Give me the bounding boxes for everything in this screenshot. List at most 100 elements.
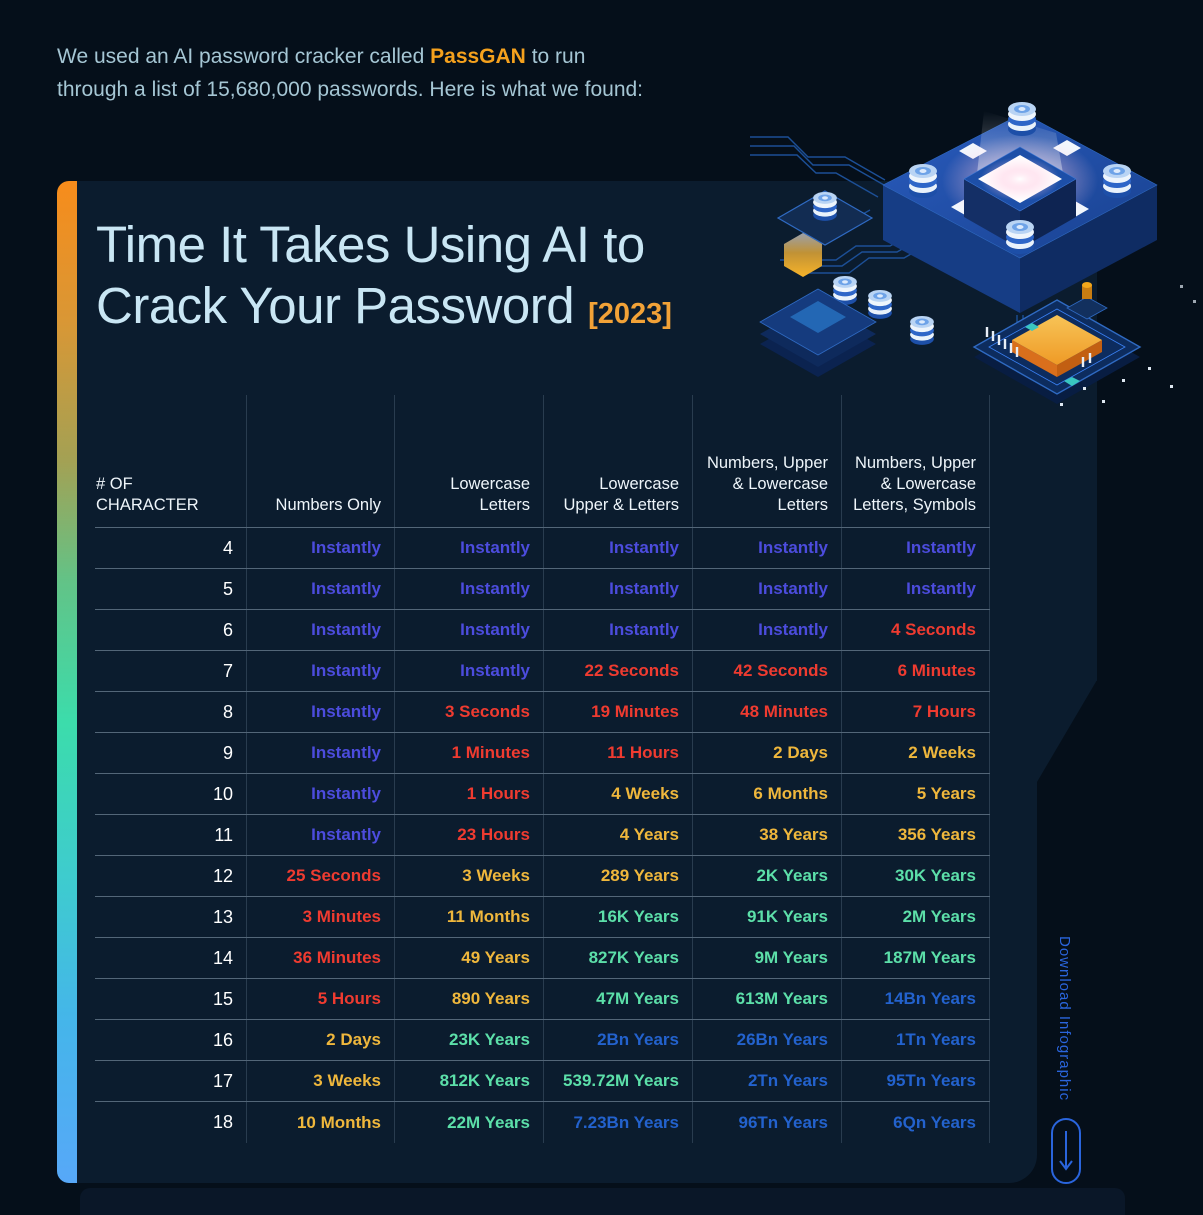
row-char-count: 17 (212, 1070, 233, 1091)
cell-value: 4 Weeks (543, 774, 692, 814)
cell-value: Instantly (394, 610, 543, 650)
cell-value: Instantly (692, 569, 841, 609)
cell-value: Instantly (246, 610, 394, 650)
cell-value: 2 Days (246, 1020, 394, 1060)
cell-value: Instantly (246, 528, 394, 568)
column-header-chars: # OF CHARACTER (96, 475, 199, 514)
cell-value: 26Bn Years (692, 1020, 841, 1060)
cell-value: 7 Hours (841, 692, 990, 732)
row-char-count: 7 (222, 660, 233, 681)
cell-value: 49 Years (394, 938, 543, 978)
cell-value: Instantly (246, 815, 394, 855)
column-header: Numbers, Upper & Lowercase Letters, Symb… (841, 395, 990, 527)
cell-value: Instantly (246, 569, 394, 609)
row-char-count: 11 (214, 824, 233, 845)
cell-value: 2 Days (692, 733, 841, 773)
dot-decorations (1060, 285, 1196, 406)
cell-value: 9M Years (692, 938, 841, 978)
cell-value: Instantly (394, 528, 543, 568)
cell-value: 2Bn Years (543, 1020, 692, 1060)
table-row: 15 5 Hours 890 Years 47M Years 613M Years 14B… (95, 979, 990, 1020)
cell-value: Instantly (692, 528, 841, 568)
cell-value: Instantly (394, 569, 543, 609)
row-char-count: 8 (222, 701, 233, 722)
cell-value: 10 Months (246, 1102, 394, 1143)
cell-value: 23K Years (394, 1020, 543, 1060)
intro-passgan-highlight: PassGAN (430, 45, 526, 68)
arrow-down-icon (1059, 1131, 1073, 1171)
title-line2: Crack Your Password (96, 277, 575, 334)
cell-value: Instantly (246, 774, 394, 814)
row-char-count: 10 (212, 783, 233, 804)
cell-value: Instantly (394, 651, 543, 691)
circuit-illustration (750, 102, 1196, 406)
cell-value: Instantly (692, 610, 841, 650)
table-row: 6 Instantly Instantly Instantly Instantly 4 S… (95, 610, 990, 651)
cell-value: 4 Years (543, 815, 692, 855)
cpu-board-icon (972, 299, 1142, 404)
column-header: Lowercase Upper & Letters (543, 395, 692, 527)
cell-value: 25 Seconds (246, 856, 394, 896)
row-char-count: 18 (212, 1112, 233, 1132)
table-header-row: # OF CHARACTER Numbers Only Lowercase Lett… (95, 395, 990, 528)
table-row: 14 36 Minutes 49 Years 827K Years 9M Years 18… (95, 938, 990, 979)
crack-time-table: # OF CHARACTER Numbers Only Lowercase Lett… (95, 395, 990, 1143)
main-panel-notch (1037, 680, 1097, 782)
cell-value: 356 Years (841, 815, 990, 855)
cell-value: 19 Minutes (543, 692, 692, 732)
chip-platform (882, 111, 1158, 313)
intro-text: We used an AI password cracker called Pa… (57, 40, 717, 106)
cell-value: 14Bn Years (841, 979, 990, 1019)
cell-value: Instantly (246, 733, 394, 773)
cell-value: 95Tn Years (841, 1061, 990, 1101)
cell-value: 1 Hours (394, 774, 543, 814)
row-char-count: 9 (222, 742, 233, 763)
table-body: 4 Instantly Instantly Instantly Instantly Ins… (95, 528, 990, 1143)
download-infographic-label: Download Infographic (1056, 936, 1073, 1102)
small-pad-icon (776, 190, 874, 246)
cell-value: 36 Minutes (246, 938, 394, 978)
cell-value: 6 Minutes (841, 651, 990, 691)
cell-value: 11 Months (394, 897, 543, 937)
main-panel (74, 181, 1037, 1183)
column-header: Numbers, Upper & Lowercase Letters (692, 395, 841, 527)
cell-value: 30K Years (841, 856, 990, 896)
title-line1: Time It Takes Using AI to (96, 216, 645, 273)
row-char-count: 5 (222, 578, 233, 599)
table-row: 11 Instantly 23 Hours 4 Years 38 Years 356 Ye… (95, 815, 990, 856)
cell-value: 1Tn Years (841, 1020, 990, 1060)
row-char-count: 16 (212, 1029, 233, 1050)
cell-value: 6 Months (692, 774, 841, 814)
row-char-count: 6 (222, 619, 233, 640)
table-row: 8 Instantly 3 Seconds 19 Minutes 48 Minutes 7… (95, 692, 990, 733)
gradient-accent-bar (57, 181, 77, 1183)
table-row: 7 Instantly Instantly 22 Seconds 42 Seconds 6… (95, 651, 990, 692)
cell-value: 3 Seconds (394, 692, 543, 732)
cell-value: 38 Years (692, 815, 841, 855)
led-component-icon (1066, 282, 1108, 320)
table-row: 9 Instantly 1 Minutes 11 Hours 2 Days 2 Weeks (95, 733, 990, 774)
table-row: 5 Instantly Instantly Instantly Instantly Ins… (95, 569, 990, 610)
download-infographic-button[interactable]: Download Infographic (1042, 936, 1090, 1186)
intro-line1-after: to run (525, 45, 586, 68)
table-row: 18 10 Months 22M Years 7.23Bn Years 96Tn Yea… (95, 1102, 990, 1143)
table-row: 10 Instantly 1 Hours 4 Weeks 6 Months 5 Years (95, 774, 990, 815)
column-header: Lowercase Letters (394, 395, 543, 527)
cell-value: 11 Hours (543, 733, 692, 773)
table-row: 16 2 Days 23K Years 2Bn Years 26Bn Years 1Tn … (95, 1020, 990, 1061)
cell-value: 96Tn Years (692, 1102, 841, 1143)
cell-value: Instantly (246, 651, 394, 691)
table-row: 17 3 Weeks 812K Years 539.72M Years 2Tn Year… (95, 1061, 990, 1102)
cell-value: 539.72M Years (543, 1061, 692, 1101)
cell-value: 2K Years (692, 856, 841, 896)
cell-value: 2 Weeks (841, 733, 990, 773)
stacked-pads-icon (759, 233, 877, 377)
table-row: 13 3 Minutes 11 Months 16K Years 91K Years 2M… (95, 897, 990, 938)
cell-value: 289 Years (543, 856, 692, 896)
cell-value: 91K Years (692, 897, 841, 937)
cell-value: 48 Minutes (692, 692, 841, 732)
cell-value: Instantly (543, 610, 692, 650)
row-char-count: 13 (212, 906, 233, 927)
cell-value: 827K Years (543, 938, 692, 978)
row-char-count: 4 (222, 537, 233, 558)
